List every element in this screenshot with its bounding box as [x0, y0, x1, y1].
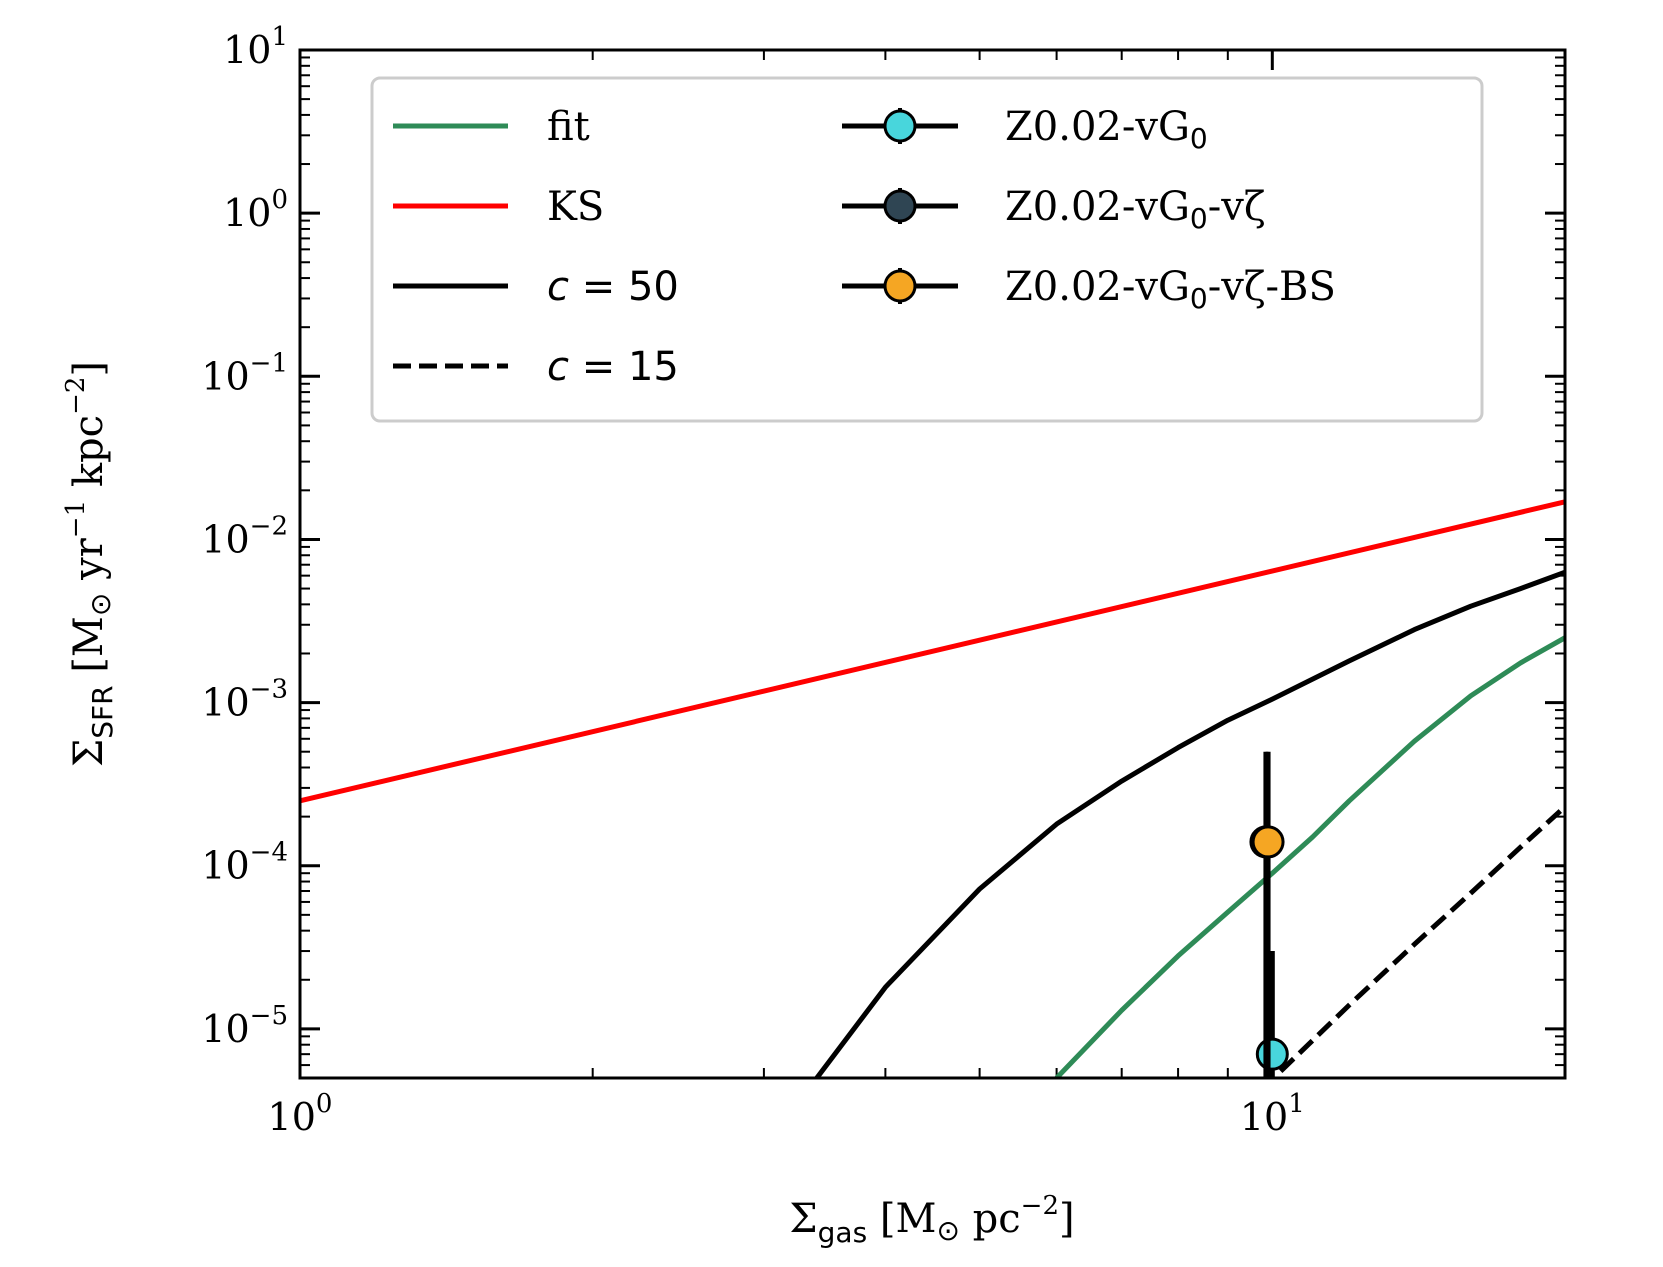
legend-frame — [370, 76, 1484, 423]
series-line-c-15 — [1278, 804, 1565, 1073]
x-tick-label: 100 — [268, 1089, 333, 1139]
legend: fit KS c = 50 c = 15 Z0.02-vG0 Z0.02-vG0… — [370, 76, 1484, 423]
data-point-marker — [1251, 825, 1285, 859]
legend-entry-z002-vg0-vzeta-bs: Z0.02-vG0-vζ-BS — [842, 264, 1336, 315]
legend-marker-z002-vg0-vzeta — [883, 189, 917, 223]
series-layer — [300, 499, 1565, 1078]
legend-entry-z002-vg0-vzeta: Z0.02-vG0-vζ — [842, 184, 1266, 235]
y-tick-label: 10−5 — [201, 1001, 288, 1051]
x-tick-label: 101 — [1240, 1089, 1305, 1139]
y-tick-label: 101 — [223, 22, 288, 72]
series-line-fit — [1054, 635, 1565, 1078]
legend-label-fit: fit — [547, 104, 590, 150]
y-axis-label: ΣSFR [M⊙ yr−1 kpc−2] — [61, 361, 119, 767]
legend-marker-z002-vg0-vzeta-bs — [883, 269, 917, 303]
data-point-group — [1251, 751, 1285, 1078]
legend-label-z002-vg0: Z0.02-vG0 — [1005, 104, 1208, 155]
legend-entry-z002-vg0: Z0.02-vG0 — [842, 104, 1208, 155]
plot-frame — [298, 48, 1567, 1080]
legend-entry-ks: KS — [393, 184, 604, 230]
series-line-c-50 — [814, 569, 1565, 1078]
y-tick-label: 10−4 — [201, 838, 288, 888]
y-tick-label: 10−2 — [201, 511, 288, 561]
legend-label-ks: KS — [547, 184, 604, 230]
series-line-ks — [300, 499, 1565, 804]
x-axis-label: Σgas [M⊙ pc−2] — [789, 1191, 1074, 1249]
legend-marker-z002-vg0 — [883, 109, 917, 143]
legend-label-z002-vg0-vzeta-bs: Z0.02-vG0-vζ-BS — [1005, 264, 1336, 315]
legend-entry-c15: c = 15 — [393, 344, 679, 390]
y-tick-label: 10−1 — [201, 348, 288, 398]
data-point-marker — [1255, 1037, 1289, 1071]
x-tick-labels: 100 101 — [268, 1089, 1305, 1139]
y-tick-labels: 101 100 10−1 10−2 10−3 10−4 10−5 — [201, 22, 288, 1051]
points-layer — [1249, 751, 1289, 1078]
legend-label-z002-vg0-vzeta: Z0.02-vG0-vζ — [1005, 184, 1266, 235]
y-tick-label: 100 — [223, 185, 288, 235]
y-tick-label: 10−3 — [201, 675, 288, 725]
legend-entry-c50: c = 50 — [393, 264, 679, 310]
legend-label-c50: c = 50 — [547, 264, 679, 310]
legend-entry-fit: fit — [393, 104, 590, 150]
legend-label-c15: c = 15 — [547, 344, 679, 390]
